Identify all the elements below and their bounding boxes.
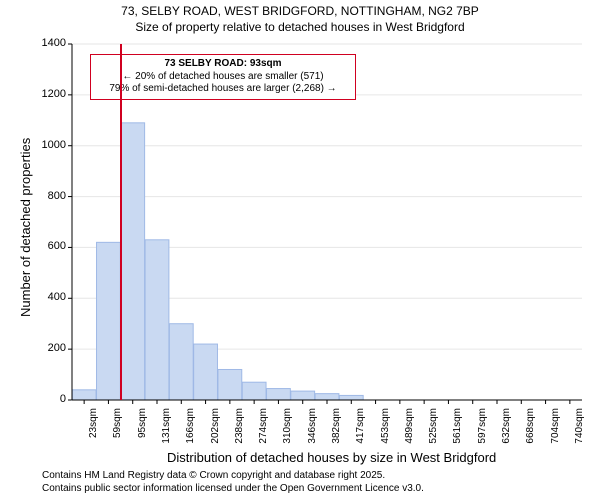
x-tick: 632sqm <box>501 408 512 452</box>
x-tick: 453sqm <box>380 408 391 452</box>
x-tick: 59sqm <box>112 408 123 452</box>
x-tick: 346sqm <box>307 408 318 452</box>
x-tick: 166sqm <box>185 408 196 452</box>
marker-line <box>120 44 122 400</box>
chart-container: 73, SELBY ROAD, WEST BRIDGFORD, NOTTINGH… <box>0 0 600 500</box>
x-tick: 489sqm <box>404 408 415 452</box>
footer-line2: Contains public sector information licen… <box>42 483 424 494</box>
y-tick: 1000 <box>32 139 66 151</box>
chart-title-line2: Size of property relative to detached ho… <box>0 20 600 34</box>
annotation-line1: 73 SELBY ROAD: 93sqm <box>97 58 349 71</box>
y-tick: 800 <box>32 190 66 202</box>
x-tick: 274sqm <box>258 408 269 452</box>
x-tick: 561sqm <box>452 408 463 452</box>
y-tick: 0 <box>32 393 66 405</box>
y-axis-label: Number of detached properties <box>18 138 33 317</box>
x-tick: 310sqm <box>282 408 293 452</box>
x-tick: 95sqm <box>137 408 148 452</box>
x-tick: 202sqm <box>210 408 221 452</box>
x-tick: 704sqm <box>550 408 561 452</box>
annotation-box: 73 SELBY ROAD: 93sqm ← 20% of detached h… <box>90 54 356 100</box>
annotation-line3: 79% of semi-detached houses are larger (… <box>97 83 349 96</box>
y-tick: 200 <box>32 342 66 354</box>
x-tick: 597sqm <box>477 408 488 452</box>
x-tick: 131sqm <box>161 408 172 452</box>
x-tick: 668sqm <box>525 408 536 452</box>
x-tick: 740sqm <box>574 408 585 452</box>
x-tick: 23sqm <box>88 408 99 452</box>
x-tick: 417sqm <box>355 408 366 452</box>
y-tick: 1400 <box>32 37 66 49</box>
x-axis-label: Distribution of detached houses by size … <box>167 450 496 465</box>
chart-title-line1: 73, SELBY ROAD, WEST BRIDGFORD, NOTTINGH… <box>0 4 600 18</box>
x-tick: 525sqm <box>428 408 439 452</box>
x-tick: 238sqm <box>234 408 245 452</box>
annotation-line2: ← 20% of detached houses are smaller (57… <box>97 71 349 84</box>
y-tick: 400 <box>32 291 66 303</box>
y-tick: 1200 <box>32 88 66 100</box>
x-tick: 382sqm <box>331 408 342 452</box>
footer-line1: Contains HM Land Registry data © Crown c… <box>42 470 385 481</box>
y-tick: 600 <box>32 240 66 252</box>
